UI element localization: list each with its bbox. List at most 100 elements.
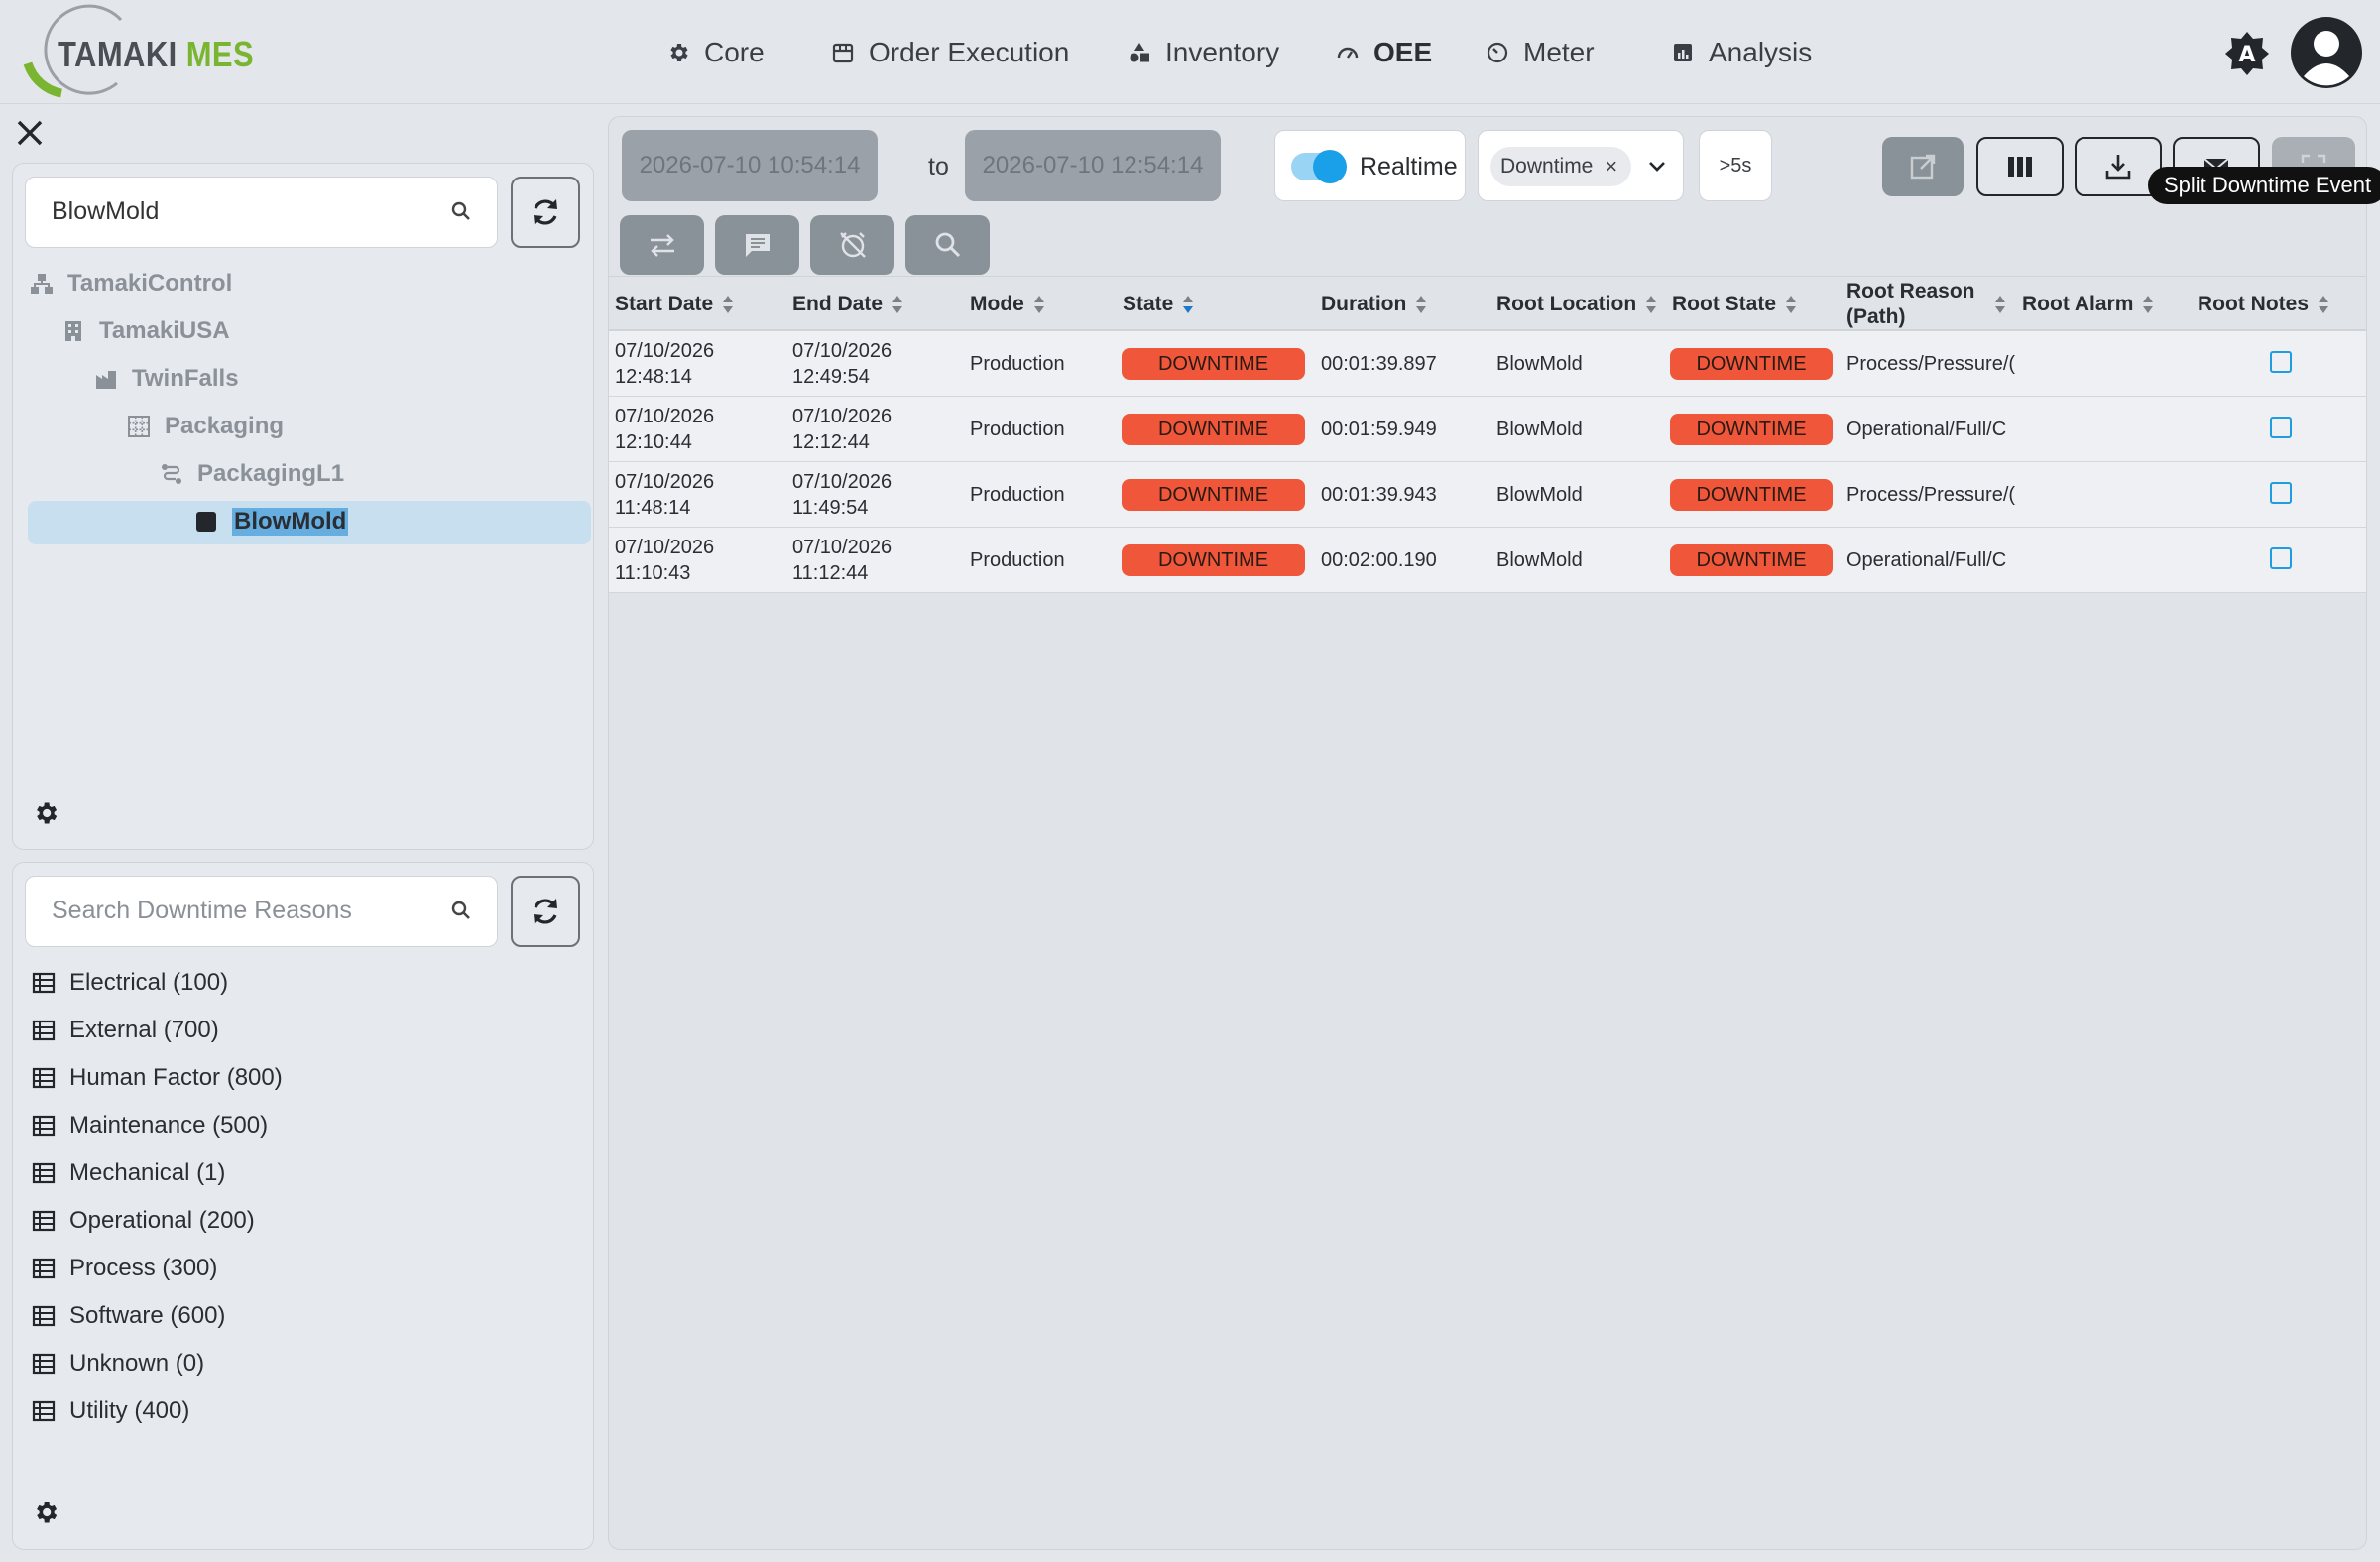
reason-item[interactable]: Software (600) bbox=[32, 1296, 225, 1336]
column-header[interactable]: Root Alarm bbox=[2022, 277, 2155, 332]
table-row[interactable]: 07/10/2026 11:48:14 07/10/2026 11:49:54 Prod… bbox=[609, 462, 2366, 528]
nav-item-order-execution[interactable]: Order Execution bbox=[831, 0, 1069, 104]
column-header[interactable]: Root State bbox=[1672, 277, 1798, 332]
table-row[interactable]: 07/10/2026 12:48:14 07/10/2026 12:49:54 Prod… bbox=[609, 331, 2366, 397]
sort-icon[interactable] bbox=[1993, 293, 2007, 316]
column-header[interactable]: Duration bbox=[1321, 277, 1428, 332]
reason-item[interactable]: Process (300) bbox=[32, 1249, 217, 1288]
end-date-field[interactable]: 2026-07-10 12:54:14 bbox=[965, 130, 1221, 201]
list-table-icon bbox=[32, 1305, 56, 1327]
root-notes-checkbox[interactable] bbox=[2270, 417, 2292, 438]
column-header[interactable]: State bbox=[1123, 277, 1195, 332]
mode-cell: Production bbox=[970, 548, 1065, 571]
column-header[interactable]: End Date bbox=[792, 277, 904, 332]
root-notes-checkbox[interactable] bbox=[2270, 547, 2292, 569]
reasons-search-input[interactable] bbox=[26, 877, 442, 945]
duration-filter-button[interactable]: >5s bbox=[1699, 130, 1772, 201]
start-date-field[interactable]: 2026-07-10 10:54:14 bbox=[622, 130, 878, 201]
columns-button[interactable] bbox=[1976, 137, 2064, 196]
close-icon bbox=[17, 120, 43, 146]
tree-item-twinfalls[interactable]: TwinFalls bbox=[94, 359, 239, 399]
reasons-refresh-button[interactable] bbox=[511, 876, 580, 947]
column-header[interactable]: Start Date bbox=[615, 277, 735, 332]
search-events-button[interactable] bbox=[905, 215, 990, 275]
sort-icon[interactable] bbox=[1032, 293, 1046, 316]
sort-icon[interactable] bbox=[891, 293, 904, 316]
table-row[interactable]: 07/10/2026 11:10:43 07/10/2026 11:12:44 Prod… bbox=[609, 528, 2366, 593]
duration-cell: 00:01:39.897 bbox=[1321, 352, 1437, 375]
nav-item-core[interactable]: Core bbox=[666, 0, 765, 104]
reason-item[interactable]: Maintenance (500) bbox=[32, 1106, 268, 1145]
sort-icon[interactable] bbox=[1414, 293, 1428, 316]
nav-item-inventory[interactable]: Inventory bbox=[1128, 0, 1279, 104]
column-header[interactable]: Root Notes bbox=[2198, 277, 2330, 332]
chip-remove-icon[interactable]: × bbox=[1605, 154, 1618, 179]
root-notes-checkbox[interactable] bbox=[2270, 351, 2292, 373]
split-event-tooltip: Split Downtime Event bbox=[2148, 167, 2380, 204]
column-header[interactable]: Root Reason (Path) bbox=[1846, 277, 2015, 332]
tree-item-packaging[interactable]: Packaging bbox=[127, 407, 284, 446]
reason-item[interactable]: External (700) bbox=[32, 1011, 219, 1050]
root-notes-checkbox[interactable] bbox=[2270, 482, 2292, 504]
reason-item[interactable]: Utility (400) bbox=[32, 1391, 189, 1431]
tree-item-packagingl1[interactable]: PackagingL1 bbox=[160, 454, 344, 494]
download-button[interactable] bbox=[2075, 137, 2162, 196]
open-external-button[interactable] bbox=[1882, 137, 1964, 196]
reasons-search[interactable] bbox=[25, 876, 498, 947]
reason-item[interactable]: Unknown (0) bbox=[32, 1344, 204, 1383]
tree-item-tamakiusa[interactable]: TamakiUSA bbox=[61, 311, 230, 351]
swap-button[interactable] bbox=[620, 215, 704, 275]
reason-item[interactable]: Human Factor (800) bbox=[32, 1058, 283, 1098]
list-table-icon bbox=[32, 1258, 56, 1279]
nav-item-oee[interactable]: OEE bbox=[1336, 0, 1432, 104]
sort-icon[interactable] bbox=[1181, 293, 1195, 316]
root-reason-cell: Operational/Full/C bbox=[1846, 418, 2007, 440]
search-icon[interactable] bbox=[449, 199, 473, 223]
reason-label: Maintenance (500) bbox=[69, 1112, 269, 1139]
mode-select[interactable]: Downtime × bbox=[1478, 130, 1684, 201]
state-badge: DOWNTIME bbox=[1122, 544, 1305, 576]
tree-item-blowmold[interactable]: BlowMold bbox=[194, 502, 349, 541]
chevron-down-icon[interactable] bbox=[1643, 153, 1671, 180]
sort-icon[interactable] bbox=[2317, 293, 2330, 316]
user-avatar[interactable] bbox=[2291, 17, 2362, 88]
sort-icon[interactable] bbox=[721, 293, 735, 316]
start-time: 12:48:14 bbox=[615, 366, 692, 388]
column-header-label: State bbox=[1123, 293, 1174, 315]
reason-label: Operational (200) bbox=[69, 1207, 255, 1234]
location-refresh-button[interactable] bbox=[511, 177, 580, 248]
root-state-badge: DOWNTIME bbox=[1670, 544, 1833, 576]
tree-label-blowmold: BlowMold bbox=[232, 508, 349, 536]
sort-icon[interactable] bbox=[1784, 293, 1798, 316]
location-search-input[interactable] bbox=[26, 178, 442, 246]
logo[interactable]: TAMAKI MES bbox=[22, 2, 254, 101]
reason-item[interactable]: Electrical (100) bbox=[32, 963, 228, 1003]
square-icon bbox=[196, 512, 216, 532]
tree-settings-gear-icon[interactable] bbox=[32, 799, 60, 827]
root-location-cell: BlowMold bbox=[1496, 352, 1583, 375]
refresh-icon bbox=[534, 899, 557, 924]
alarm-off-button[interactable] bbox=[810, 215, 894, 275]
nav-item-analysis[interactable]: Analysis bbox=[1671, 0, 1812, 104]
theme-toggle-button[interactable]: A bbox=[2223, 30, 2271, 77]
realtime-switch[interactable] bbox=[1291, 150, 1347, 183]
reason-item[interactable]: Operational (200) bbox=[32, 1201, 255, 1241]
search-icon[interactable] bbox=[449, 899, 473, 922]
tree-item-tamakicontrol[interactable]: TamakiControl bbox=[30, 264, 232, 303]
root-state-badge: DOWNTIME bbox=[1670, 414, 1833, 445]
sort-icon[interactable] bbox=[2141, 293, 2155, 316]
column-header[interactable]: Mode bbox=[970, 277, 1046, 332]
realtime-toggle[interactable]: Realtime bbox=[1274, 130, 1466, 201]
location-search[interactable] bbox=[25, 177, 498, 248]
logo-text-part1: TAMAKI bbox=[58, 34, 178, 74]
expand-icon bbox=[2301, 154, 2326, 163]
nav-item-meter[interactable]: Meter bbox=[1486, 0, 1595, 104]
end-date-cell: 07/10/2026 12:12:44 bbox=[792, 397, 892, 462]
sort-icon[interactable] bbox=[1644, 293, 1658, 316]
table-row[interactable]: 07/10/2026 12:10:44 07/10/2026 12:12:44 Prod… bbox=[609, 397, 2366, 462]
column-header[interactable]: Root Location bbox=[1496, 277, 1658, 332]
close-sidebar-button[interactable] bbox=[14, 117, 46, 149]
reasons-settings-gear-icon[interactable] bbox=[32, 1499, 60, 1526]
notes-button[interactable] bbox=[715, 215, 799, 275]
reason-item[interactable]: Mechanical (1) bbox=[32, 1153, 225, 1193]
